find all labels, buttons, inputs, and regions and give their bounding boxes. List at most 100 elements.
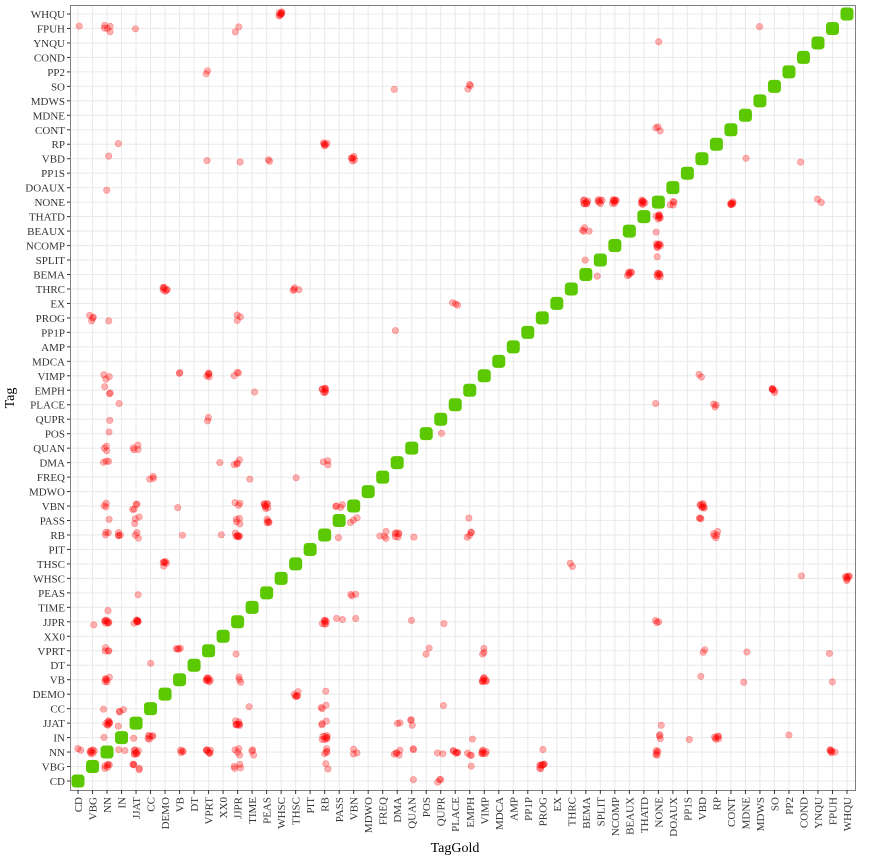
error-dot [106, 28, 114, 36]
x-tick-label: PP2 [784, 797, 796, 815]
error-dot [464, 749, 472, 757]
correct-point-cc [144, 702, 158, 716]
error-dot [655, 618, 663, 626]
error-dot [656, 240, 664, 248]
error-point-none-as-in [655, 731, 664, 743]
error-dot [349, 750, 357, 758]
error-dot [148, 732, 156, 740]
error-point-jjat-as-rb [131, 529, 142, 542]
correct-point-vbn [347, 499, 361, 513]
y-tick-label: PROG [36, 313, 65, 325]
error-dot [828, 678, 836, 686]
error-point-rb-as-demo [322, 687, 330, 695]
error-point-prog-as-nn [539, 746, 547, 754]
error-point-vbd-as-vimp [695, 370, 705, 381]
error-dot [714, 732, 722, 740]
error-point-nn-as-time [104, 607, 112, 615]
error-dot [639, 197, 647, 205]
error-dot [159, 286, 167, 294]
error-point-place-as-nn [449, 747, 462, 757]
x-tick-label: VBN [349, 797, 361, 820]
error-point-cond-as-whsc [797, 572, 805, 580]
error-dot [627, 268, 635, 276]
error-dot [669, 201, 677, 209]
error-point-doaux-as-none [666, 198, 678, 209]
error-point-jjat-as-in [130, 734, 138, 742]
error-point-rb-as-nn [321, 745, 331, 758]
error-dot [245, 703, 253, 711]
error-dot [105, 673, 113, 681]
error-dot [174, 504, 182, 512]
error-dot [349, 157, 357, 165]
error-dot [203, 746, 211, 754]
error-dot [580, 200, 588, 208]
x-tick-label: PLACE [450, 797, 462, 832]
error-point-rb-as-vbg [322, 760, 332, 773]
error-dot [175, 369, 183, 377]
y-tick-label: EMPH [34, 385, 65, 397]
error-dot [233, 368, 241, 376]
error-dot [407, 716, 415, 724]
x-tick-label: DT [189, 797, 201, 812]
error-dot [712, 734, 720, 742]
error-dot [179, 747, 187, 755]
error-dot [334, 534, 342, 542]
error-point-split-as-none [594, 196, 606, 208]
error-dot [275, 12, 283, 20]
error-point-none-as-ncomp [652, 240, 664, 252]
error-dot [105, 618, 113, 626]
x-tick-label: FPUH [827, 797, 839, 825]
error-dot [292, 474, 300, 482]
x-tick-label: THRC [566, 797, 578, 826]
error-point-demo-as-thsc [159, 557, 170, 570]
error-dot [324, 765, 332, 773]
error-dot [712, 735, 720, 743]
error-dot [349, 516, 357, 524]
error-dot [579, 226, 587, 234]
error-dot [236, 158, 244, 166]
error-dot [696, 501, 704, 509]
x-tick-label: WHSC [276, 797, 288, 829]
error-dot [350, 745, 358, 753]
correct-point-mdca [492, 354, 506, 368]
x-tick-label: VB [175, 797, 187, 812]
error-point-jjat-as-peas [134, 591, 142, 599]
error-point-rb-as-emph [318, 384, 330, 397]
error-dot [408, 616, 416, 624]
error-dot [653, 751, 661, 759]
error-dot [479, 746, 487, 754]
x-tick-label: BEAUX [624, 797, 636, 835]
error-dot [540, 760, 548, 768]
error-dot [105, 317, 113, 325]
error-dot [216, 459, 224, 467]
error-dot [437, 776, 445, 784]
error-dot [380, 532, 388, 540]
error-dot [105, 719, 113, 727]
error-dot [353, 749, 361, 757]
error-dot [434, 778, 442, 786]
y-tick-label: AMP [41, 342, 65, 354]
error-dot [132, 616, 140, 624]
error-dot [698, 503, 706, 511]
error-point-none-as-ynqu [655, 38, 663, 46]
error-dot [348, 154, 356, 162]
error-dot [452, 748, 460, 756]
y-axis-ticks: CD VBG NN IN JJAT CC DEMO VB DT VPRT XX0 JJPR TIME PE… [25, 9, 70, 788]
y-tick-label: PIT [49, 544, 66, 556]
error-dot [333, 614, 341, 622]
error-dot [452, 300, 460, 308]
x-tick-label: JJPR [233, 796, 245, 819]
error-dot [86, 747, 94, 755]
error-point-quan-as-jjat [407, 716, 416, 729]
error-dot [537, 765, 545, 773]
error-dot [101, 619, 109, 627]
error-dot [843, 572, 851, 580]
error-point-jjpr-as-pass [232, 514, 244, 528]
error-dot [468, 735, 476, 743]
error-point-rp-as-place [710, 400, 720, 411]
correct-point-peas [260, 586, 274, 600]
error-dot [322, 620, 330, 628]
y-tick-label: RP [52, 139, 65, 151]
error-dot [652, 617, 660, 625]
